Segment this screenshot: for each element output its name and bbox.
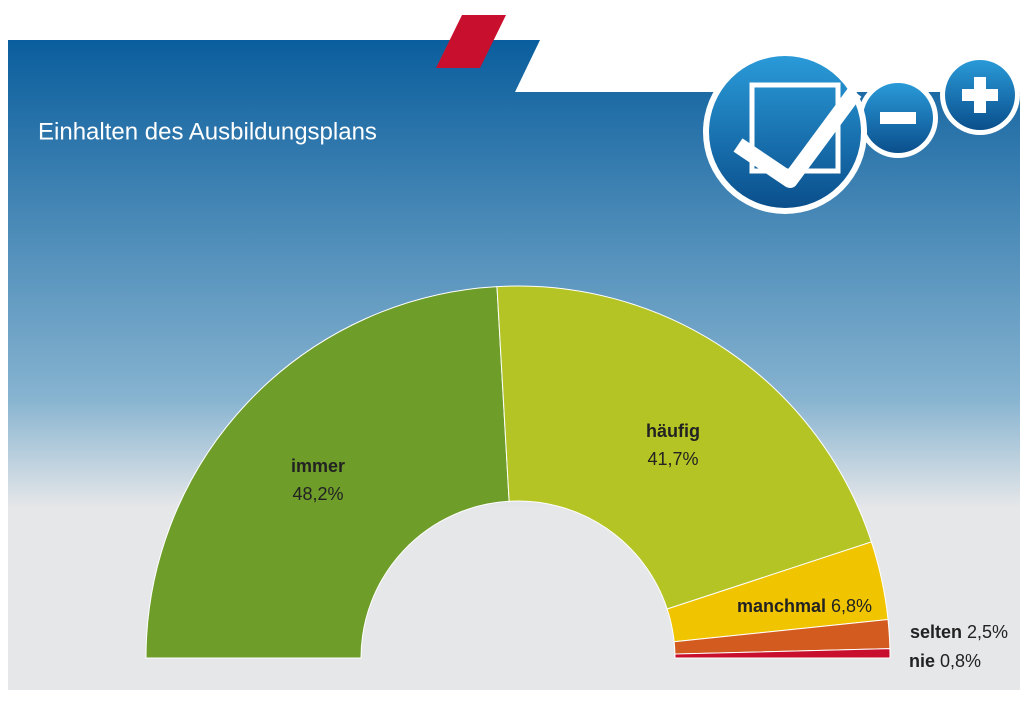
- chart-title: Einhalten des Ausbildungsplans: [38, 118, 377, 145]
- value-label: 48,2%: [292, 484, 343, 504]
- value-label: 41,7%: [647, 449, 698, 469]
- slice: [145, 286, 510, 659]
- category-label: immer: [291, 456, 345, 476]
- value-label: 6,8%: [831, 596, 872, 616]
- red-accent: [436, 15, 506, 68]
- category-label: nie: [909, 651, 935, 671]
- value-label: 0,8%: [940, 651, 981, 671]
- value-label: 2,5%: [967, 622, 1008, 642]
- category-label: selten: [910, 622, 962, 642]
- category-label: manchmal: [737, 596, 826, 616]
- category-label: häufig: [646, 421, 700, 441]
- slice: [496, 285, 873, 610]
- icon: [703, 50, 1020, 214]
- slice: [674, 648, 891, 659]
